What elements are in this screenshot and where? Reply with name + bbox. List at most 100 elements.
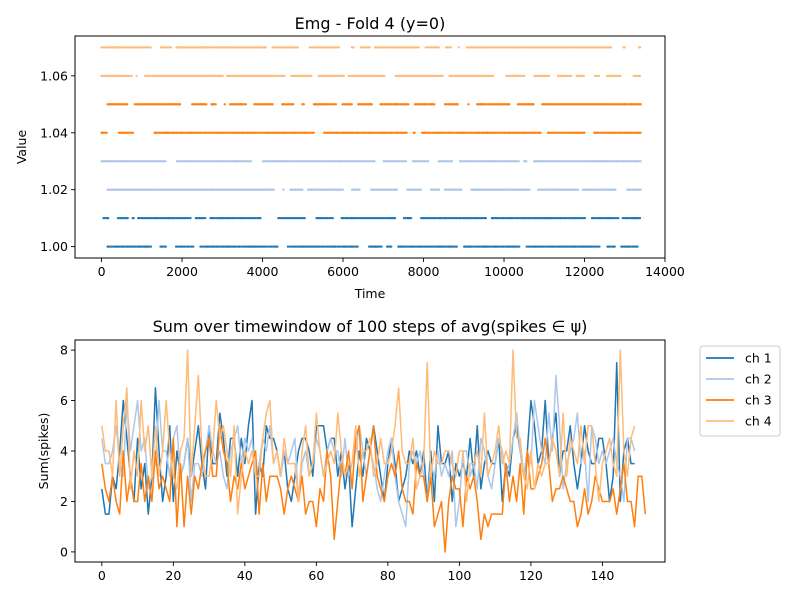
scatter-point [611, 74, 615, 77]
scatter-point [639, 188, 642, 191]
scatter-point [520, 46, 524, 49]
scatter-point [592, 160, 595, 163]
scatter-point [577, 74, 580, 77]
x-tick-label: 10000 [484, 264, 524, 279]
scatter-point [336, 131, 339, 134]
scatter-point [279, 217, 283, 220]
scatter-point [311, 46, 314, 49]
x-tick-label: 60 [308, 568, 324, 583]
scatter-point [614, 188, 617, 191]
scatter-point [282, 188, 285, 191]
scatter-point [124, 217, 127, 220]
scatter-point [555, 188, 559, 191]
scatter-point [134, 188, 137, 191]
scatter-point [500, 245, 503, 248]
scatter-point [500, 103, 503, 106]
scatter-point [175, 103, 178, 106]
scatter-point [639, 131, 642, 134]
scatter-point [247, 160, 250, 163]
scatter-point [344, 103, 348, 106]
scatter-point [496, 217, 500, 220]
scatter-point [629, 245, 632, 248]
scatter-point [581, 46, 584, 49]
scatter-point [315, 188, 318, 191]
y-axis: 0 2 4 6 8 [60, 343, 75, 559]
scatter-point [188, 245, 192, 248]
y-tick-label: 1.06 [40, 68, 68, 83]
scatter-point [602, 131, 606, 134]
scatter-point [244, 217, 248, 220]
scatter-series [100, 131, 642, 134]
scatter-point [338, 188, 341, 191]
scatter-point [238, 245, 241, 248]
scatter-point [168, 46, 171, 49]
scatter-point [207, 131, 211, 134]
scatter-point [203, 160, 207, 163]
scatter-point [415, 245, 418, 248]
scatter-point [205, 103, 208, 106]
scatter-point [413, 245, 416, 248]
scatter-point [176, 131, 180, 134]
scatter-point [127, 188, 131, 191]
scatter-point [132, 217, 135, 220]
scatter-point [140, 245, 144, 248]
scatter-point [364, 160, 368, 163]
scatter-point [224, 217, 227, 220]
scatter-series [102, 217, 642, 220]
scatter-point [135, 74, 138, 77]
scatter-point [144, 188, 147, 191]
scatter-point [564, 160, 567, 163]
line-chart: Sum over timewindow of 100 steps of avg(… [36, 317, 781, 583]
scatter-point [571, 160, 575, 163]
scatter-point [490, 131, 493, 134]
scatter-point [526, 188, 529, 191]
scatter-point [255, 245, 259, 248]
scatter-point [485, 74, 488, 77]
scatter-point [492, 131, 495, 134]
scatter-point [169, 74, 173, 77]
scatter-point [561, 160, 565, 163]
scatter-point [634, 188, 637, 191]
scatter-point [270, 245, 274, 248]
chart-title: Sum over timewindow of 100 steps of avg(… [153, 317, 588, 336]
scatter-point [124, 46, 128, 49]
scatter-point [130, 74, 133, 77]
scatter-point [402, 131, 406, 134]
scatter-point [421, 245, 425, 248]
scatter-point [322, 245, 325, 248]
scatter-point [316, 160, 319, 163]
scatter-point [297, 131, 300, 134]
scatter-point [545, 245, 548, 248]
scatter-point [607, 103, 611, 106]
scatter-point [292, 245, 295, 248]
scatter-point [199, 131, 202, 134]
legend-frame [699, 345, 781, 437]
scatter-point [243, 103, 246, 106]
scatter-point [231, 74, 235, 77]
scatter-point [507, 160, 511, 163]
scatter-point [166, 74, 169, 77]
scatter-point [208, 46, 211, 49]
scatter-point [430, 46, 434, 49]
scatter-point [425, 131, 428, 134]
scatter-point [339, 160, 343, 163]
scatter-point [633, 245, 636, 248]
scatter-point [337, 46, 340, 49]
scatter-point [553, 245, 557, 248]
scatter-point [185, 160, 189, 163]
scatter-point [285, 103, 288, 106]
scatter-point [286, 103, 290, 106]
scatter-point [574, 103, 577, 106]
scatter-point [170, 46, 173, 49]
scatter-point [120, 46, 124, 49]
scatter-point [399, 74, 402, 77]
scatter-point [230, 160, 233, 163]
scatter-point [168, 74, 171, 77]
scatter-point [161, 46, 164, 49]
x-tick-label: 12000 [565, 264, 605, 279]
scatter-point [126, 217, 129, 220]
scatter-point [303, 217, 306, 220]
scatter-point [110, 245, 113, 248]
scatter-point [244, 74, 248, 77]
scatter-point [200, 245, 204, 248]
